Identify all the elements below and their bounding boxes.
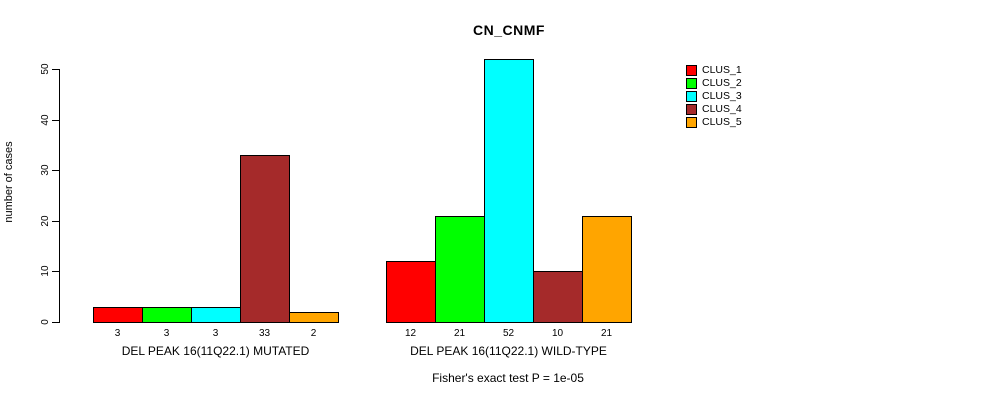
y-tick-label: 40 (40, 114, 51, 126)
bar-value-label: 3 (212, 328, 219, 339)
y-tick-label: 10 (40, 265, 51, 277)
legend-swatch-clus_2 (686, 78, 697, 89)
y-tick-mark (52, 322, 60, 323)
bar-value-label: 33 (258, 328, 271, 339)
legend-label: CLUS_4 (702, 103, 742, 115)
bar-clus_4-group1 (240, 155, 290, 323)
category-label: DEL PEAK 16(11Q22.1) WILD-TYPE (410, 344, 607, 358)
legend-swatch-clus_3 (686, 91, 697, 102)
bar-clus_5-group2 (582, 216, 632, 323)
y-tick-label: 20 (40, 215, 51, 227)
y-tick-mark (52, 221, 60, 222)
legend-label: CLUS_3 (702, 90, 742, 102)
y-tick-label: 0 (40, 319, 51, 325)
y-tick-mark (52, 120, 60, 121)
y-tick-label: 30 (40, 164, 51, 176)
bar-value-label: 2 (310, 328, 317, 339)
bar-clus_3-group1 (191, 307, 241, 323)
bar-clus_3-group2 (484, 59, 534, 323)
bar-value-label: 21 (600, 328, 613, 339)
y-tick-mark (52, 271, 60, 272)
legend-swatch-clus_5 (686, 117, 697, 128)
bar-value-label: 3 (163, 328, 170, 339)
y-tick-label: 50 (40, 63, 51, 75)
legend-label: CLUS_5 (702, 116, 742, 128)
bar-value-label: 10 (551, 328, 564, 339)
annotation-text: Fisher's exact test P = 1e-05 (432, 371, 584, 385)
y-tick-mark (52, 170, 60, 171)
legend-swatch-clus_4 (686, 104, 697, 115)
chart-title: CN_CNMF (473, 22, 545, 38)
category-label: DEL PEAK 16(11Q22.1) MUTATED (121, 344, 310, 358)
bar-value-label: 52 (502, 328, 515, 339)
bar-clus_5-group1 (289, 312, 339, 323)
bar-clus_2-group2 (435, 216, 485, 323)
y-axis-line (59, 69, 60, 323)
bar-value-label: 12 (404, 328, 417, 339)
y-axis-title: number of cases (3, 141, 15, 223)
y-tick-mark (52, 69, 60, 70)
legend-swatch-clus_1 (686, 65, 697, 76)
bar-clus_1-group1 (93, 307, 143, 323)
bar-value-label: 3 (114, 328, 121, 339)
bar-value-label: 21 (453, 328, 466, 339)
legend-label: CLUS_2 (702, 77, 742, 89)
bar-clus_1-group2 (386, 261, 436, 323)
bar-clus_2-group1 (142, 307, 192, 323)
bar-clus_4-group2 (533, 271, 583, 323)
legend-label: CLUS_1 (702, 64, 742, 76)
